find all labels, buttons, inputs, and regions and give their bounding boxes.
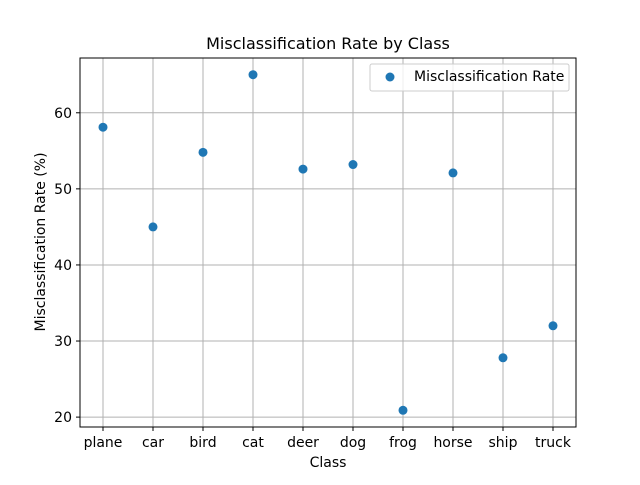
x-tick-label: car bbox=[142, 435, 164, 451]
x-tick-label: horse bbox=[433, 435, 472, 451]
x-tick-label: plane bbox=[84, 435, 123, 451]
y-tick-label: 60 bbox=[54, 106, 72, 122]
data-point bbox=[148, 222, 158, 232]
ticks: plane car bird cat deer dog frog horse ship truck… bbox=[54, 106, 572, 451]
x-tick-label: frog bbox=[389, 435, 417, 451]
x-tick-label: truck bbox=[535, 435, 572, 451]
legend: Misclassification Rate bbox=[369, 63, 570, 92]
x-axis-label: Class bbox=[310, 455, 347, 471]
y-axis-label: Misclassification Rate (%) bbox=[33, 152, 49, 331]
data-point bbox=[448, 168, 458, 178]
plot-frame bbox=[79, 57, 577, 428]
axes bbox=[79, 57, 577, 428]
data-point bbox=[198, 147, 208, 157]
data-point bbox=[348, 160, 358, 170]
legend-marker bbox=[385, 72, 395, 82]
y-tick-label: 40 bbox=[54, 258, 72, 274]
x-tick-label: bird bbox=[189, 435, 216, 451]
x-tick-label: ship bbox=[489, 435, 518, 451]
y-tick-label: 30 bbox=[54, 334, 72, 350]
data-points bbox=[98, 70, 558, 415]
x-tick-label: cat bbox=[242, 435, 264, 451]
legend-box bbox=[369, 63, 570, 92]
chart-title: Misclassification Rate by Class bbox=[206, 34, 450, 53]
y-tick-label: 50 bbox=[54, 182, 72, 198]
data-point bbox=[548, 321, 558, 331]
legend-label: Misclassification Rate bbox=[414, 69, 564, 85]
grid bbox=[80, 58, 576, 427]
x-tick-label: deer bbox=[287, 435, 319, 451]
data-point bbox=[98, 122, 108, 132]
data-point bbox=[498, 353, 508, 363]
x-tick-label: dog bbox=[340, 435, 366, 451]
data-point bbox=[398, 405, 408, 415]
y-tick-label: 20 bbox=[54, 410, 72, 426]
data-point bbox=[248, 70, 258, 80]
data-point bbox=[298, 164, 308, 174]
